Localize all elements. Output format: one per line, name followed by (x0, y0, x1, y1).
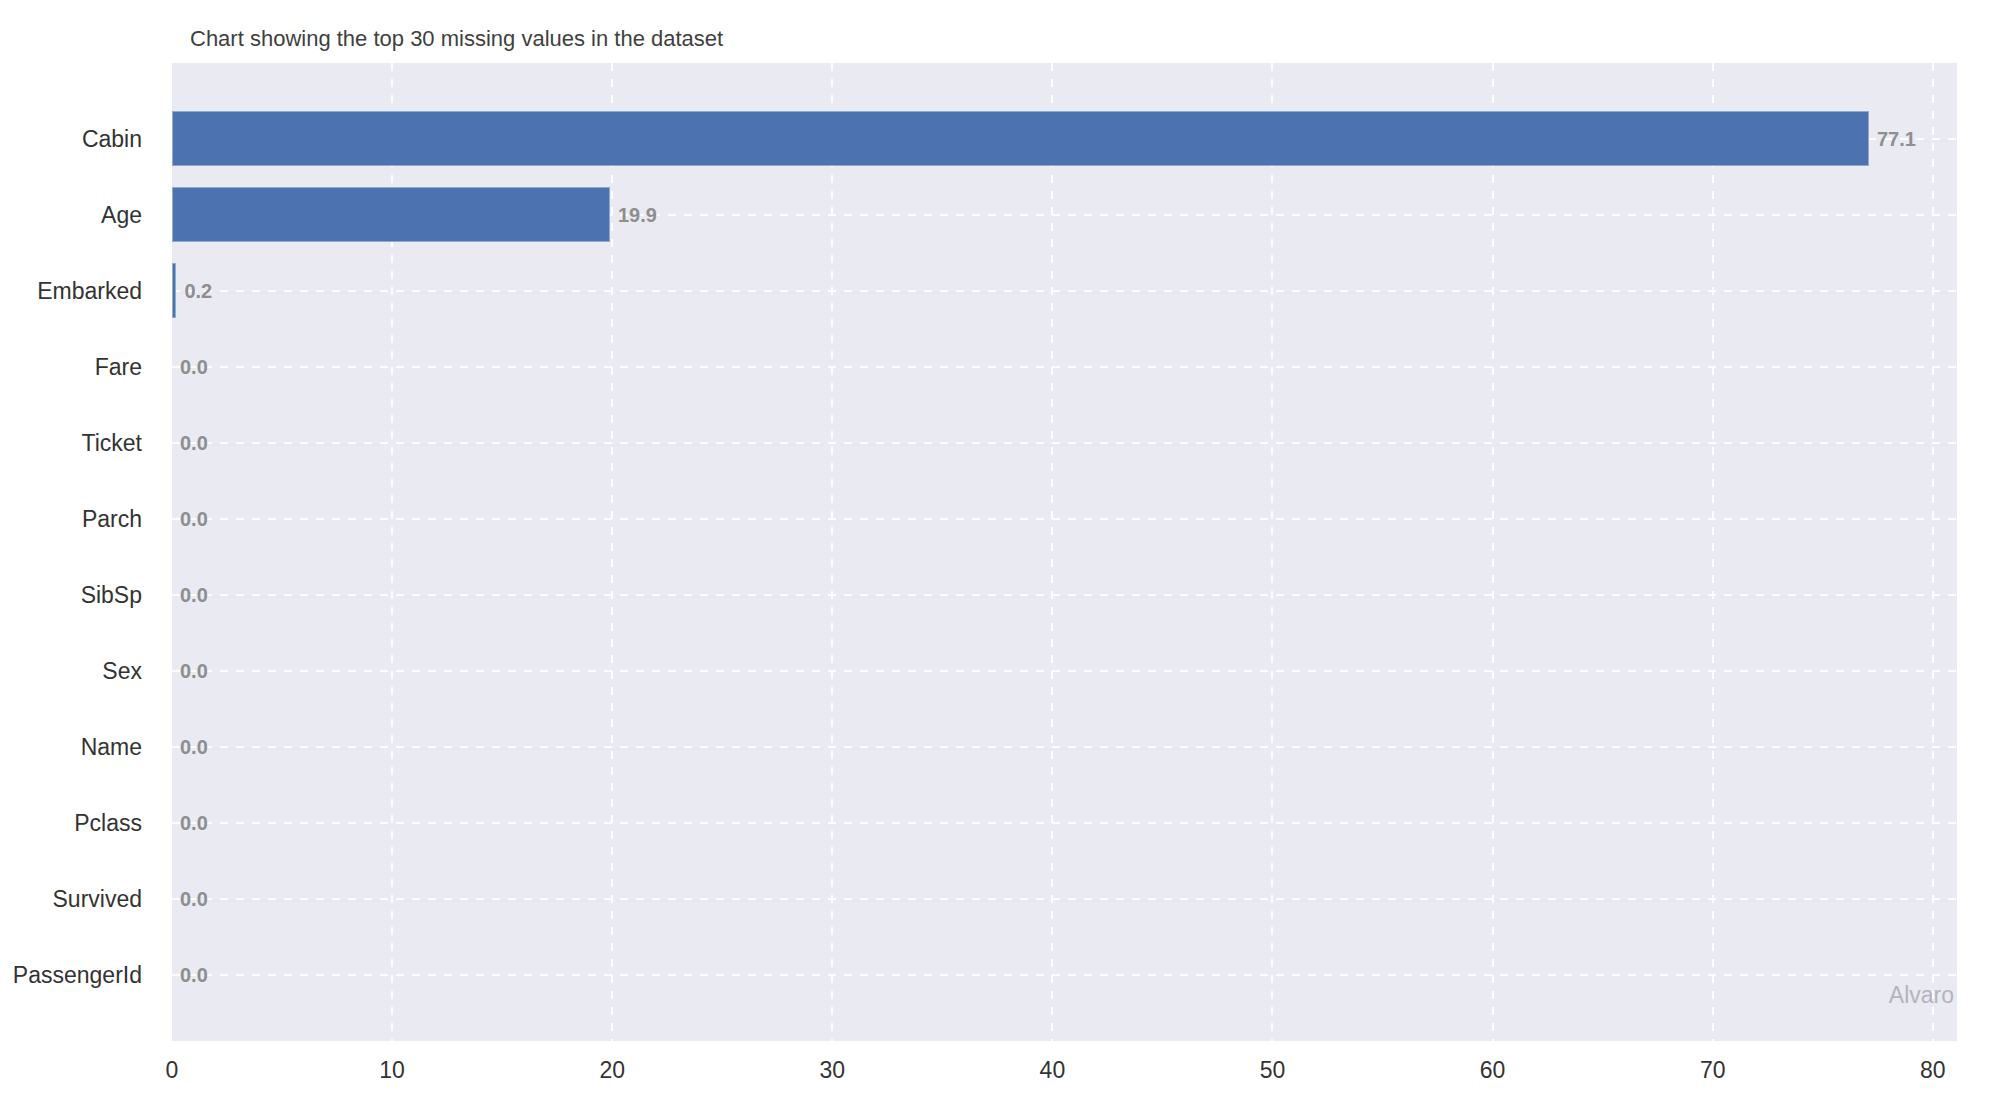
bar-value-label: 0.0 (180, 355, 208, 378)
x-tick-label: 30 (792, 1057, 872, 1084)
y-category-label: Survived (0, 885, 142, 912)
chart-title: Chart showing the top 30 missing values … (190, 26, 723, 52)
watermark: Alvaro (1889, 982, 1954, 1009)
x-tick-label: 10 (352, 1057, 432, 1084)
x-gridline (1271, 63, 1273, 1041)
bar-value-label: 0.0 (180, 583, 208, 606)
x-gridline (611, 63, 613, 1041)
x-tick-label: 20 (572, 1057, 652, 1084)
bar-value-label: 0.0 (180, 963, 208, 986)
y-category-label: Fare (0, 353, 142, 380)
bar-value-label: 0.0 (180, 735, 208, 758)
x-tick-label: 70 (1673, 1057, 1753, 1084)
bar-value-label: 0.0 (180, 811, 208, 834)
bar-value-label: 0.0 (180, 659, 208, 682)
bar-value-label: 0.0 (180, 887, 208, 910)
x-gridline (1051, 63, 1053, 1041)
y-category-label: Sex (0, 657, 142, 684)
x-gridline (1712, 63, 1714, 1041)
y-gridline (172, 290, 1957, 292)
x-tick-label: 50 (1232, 1057, 1312, 1084)
y-category-label: PassengerId (0, 961, 142, 988)
y-gridline (172, 518, 1957, 520)
y-gridline (172, 442, 1957, 444)
y-category-label: Pclass (0, 809, 142, 836)
y-gridline (172, 366, 1957, 368)
y-category-label: Cabin (0, 125, 142, 152)
bar-value-label: 19.9 (618, 203, 657, 226)
bar-value-label: 0.0 (180, 507, 208, 530)
y-gridline (172, 898, 1957, 900)
x-gridline (1932, 63, 1934, 1041)
y-category-label: Age (0, 201, 142, 228)
y-gridline (172, 670, 1957, 672)
x-gridline (831, 63, 833, 1041)
y-category-label: Ticket (0, 429, 142, 456)
y-category-label: Embarked (0, 277, 142, 304)
bar-cabin (172, 111, 1869, 166)
bar-value-label: 77.1 (1877, 127, 1916, 150)
y-category-label: Parch (0, 505, 142, 532)
bar-chart-figure: Chart showing the top 30 missing values … (0, 0, 1998, 1110)
y-gridline (172, 974, 1957, 976)
y-gridline (172, 594, 1957, 596)
bar-age (172, 187, 610, 242)
y-category-label: SibSp (0, 581, 142, 608)
y-category-label: Name (0, 733, 142, 760)
bar-value-label: 0.2 (184, 279, 212, 302)
x-tick-label: 80 (1893, 1057, 1973, 1084)
y-gridline (172, 822, 1957, 824)
y-gridline (172, 746, 1957, 748)
x-tick-label: 60 (1453, 1057, 1533, 1084)
x-gridline (1492, 63, 1494, 1041)
x-tick-label: 0 (132, 1057, 212, 1084)
x-tick-label: 40 (1012, 1057, 1092, 1084)
plot-area: Alvaro 77.1 19.9 0.2 0.0 0.0 0.0 0.0 0.0 0.0 0.0 0… (172, 63, 1957, 1041)
bar-embarked (172, 263, 176, 318)
bar-value-label: 0.0 (180, 431, 208, 454)
